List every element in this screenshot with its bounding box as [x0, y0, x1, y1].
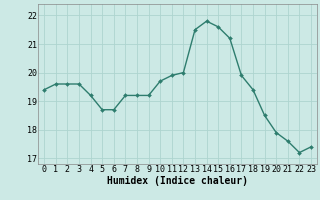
X-axis label: Humidex (Indice chaleur): Humidex (Indice chaleur) — [107, 176, 248, 186]
